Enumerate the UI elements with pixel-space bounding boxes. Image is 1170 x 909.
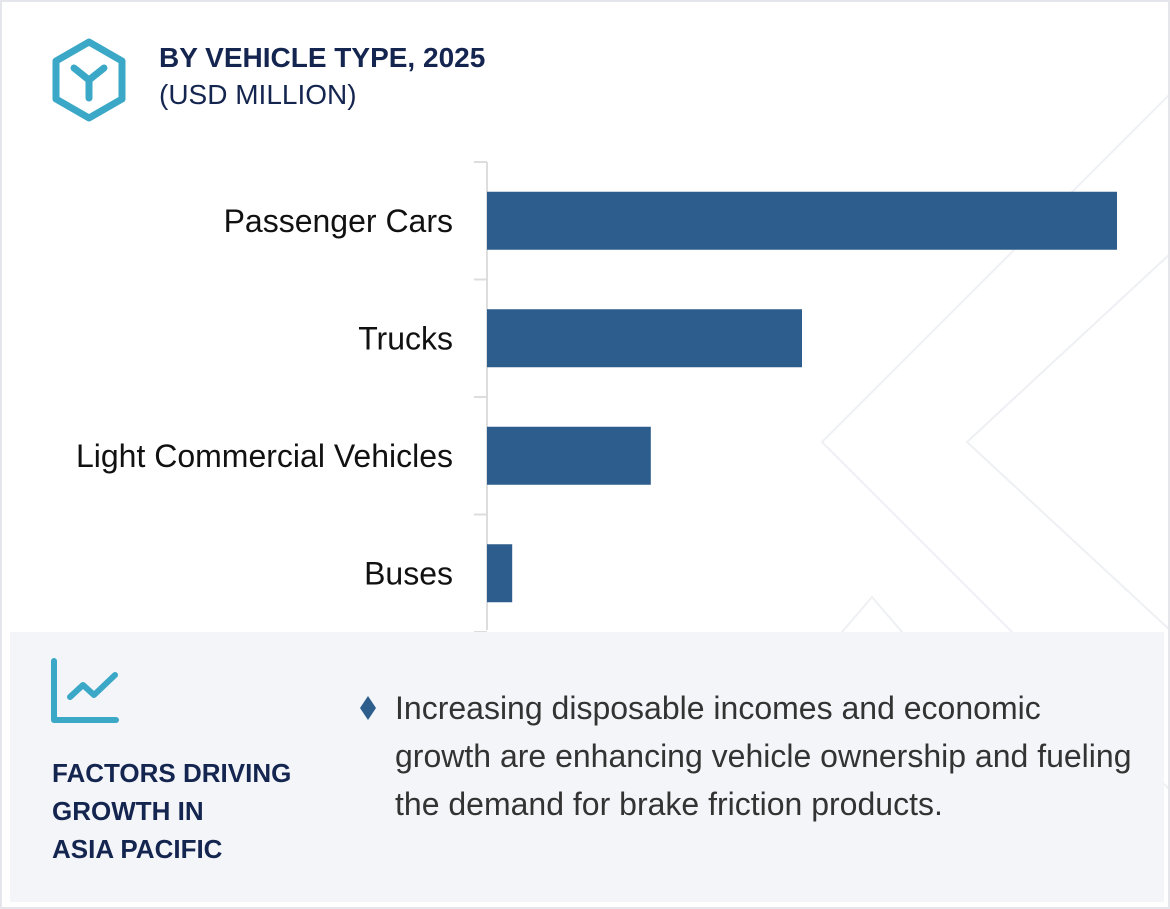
factors-heading: FACTORS DRIVING GROWTH IN ASIA PACIFIC — [52, 754, 352, 868]
category-label: Passenger Cars — [224, 203, 453, 239]
chart-subtitle: (USD MILLION) — [159, 79, 357, 110]
bar-trucks — [487, 309, 802, 368]
category-label: Light Commercial Vehicles — [76, 438, 453, 474]
chart-title: BY VEHICLE TYPE, 2025 — [159, 42, 486, 73]
bar-buses — [487, 544, 513, 603]
bar-chart: Passenger Cars Trucks Light Commercial Veh… — [76, 161, 1117, 633]
trend-line-icon — [67, 672, 118, 700]
factors-heading-line: FACTORS DRIVING — [52, 758, 292, 788]
bar-passenger-cars — [487, 191, 1117, 250]
factor-bullet-text: Increasing disposable incomes and econom… — [395, 690, 1132, 822]
hexagon-y-icon — [52, 38, 126, 122]
category-label: Buses — [364, 555, 453, 591]
diamond-bullet-icon — [360, 696, 376, 720]
factors-heading-line: GROWTH IN — [52, 796, 204, 826]
line-chart-icon — [51, 658, 119, 723]
factors-panel: FACTORS DRIVING GROWTH IN ASIA PACIFIC I… — [10, 632, 1164, 902]
category-label: Trucks — [358, 320, 453, 356]
factors-heading-line: ASIA PACIFIC — [52, 834, 223, 864]
bar-light-commercial-vehicles — [487, 426, 651, 485]
